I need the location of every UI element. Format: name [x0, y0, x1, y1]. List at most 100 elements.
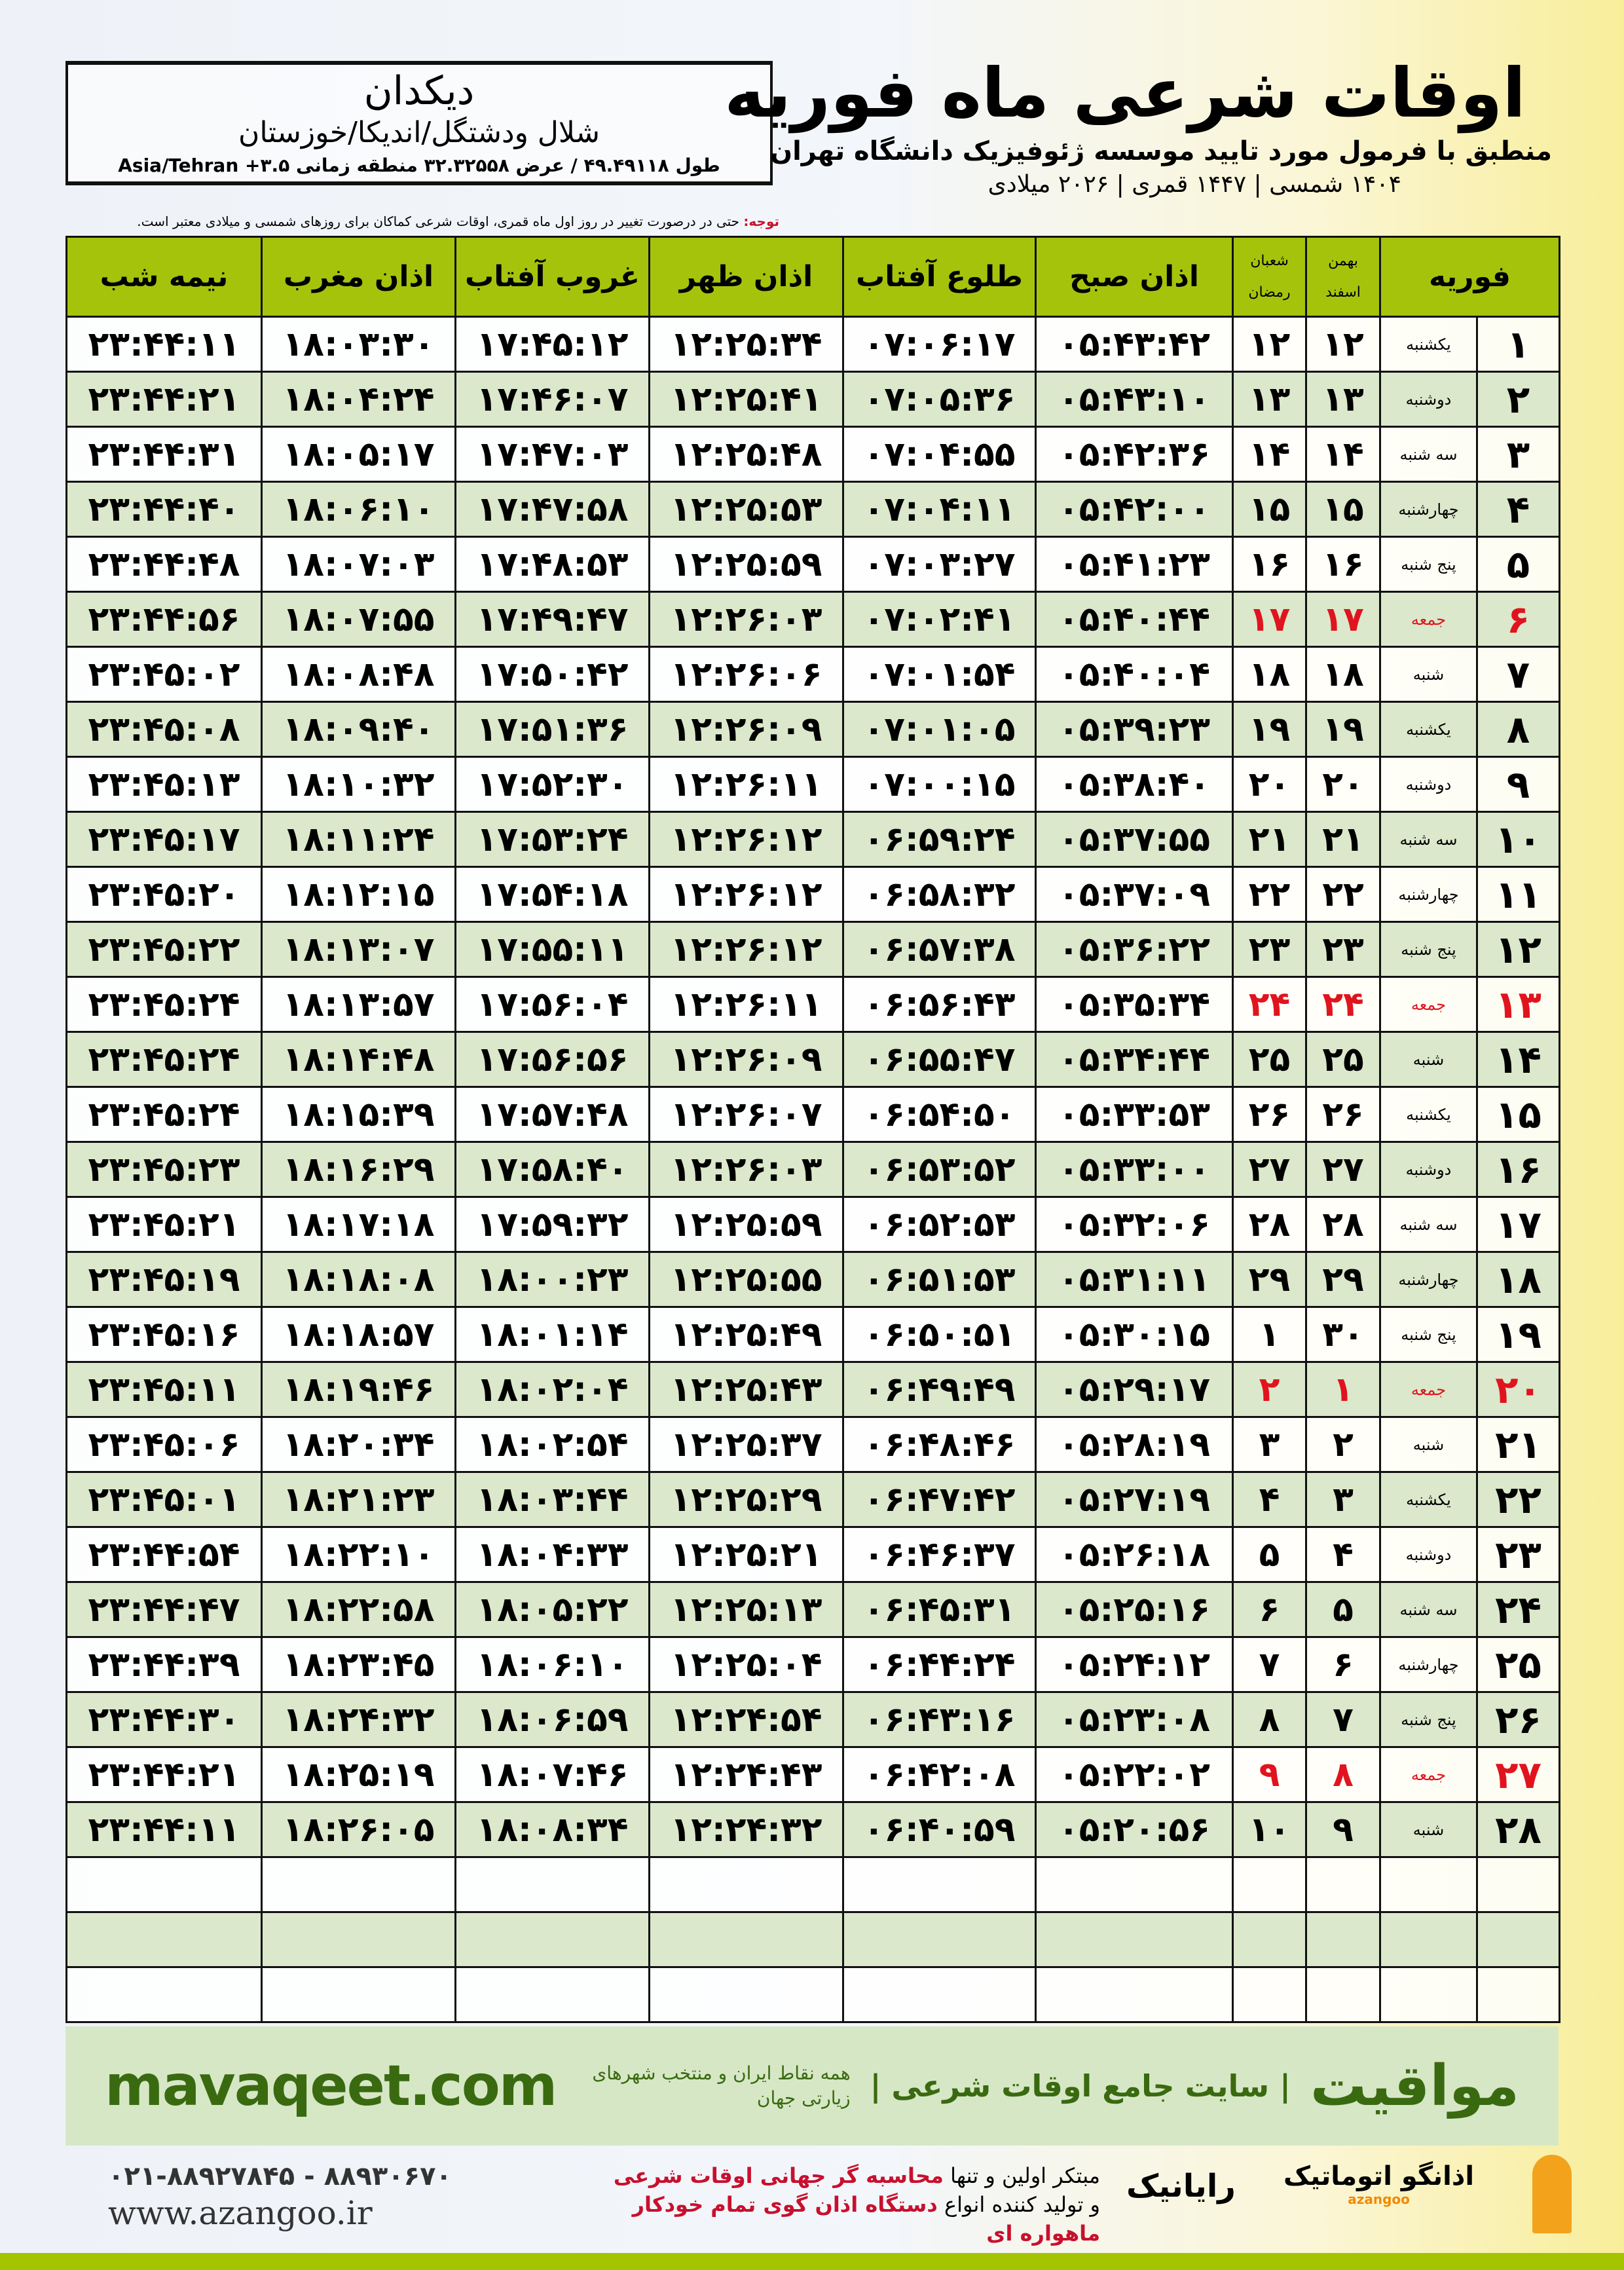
cell-midnight: ۲۳:۴۵:۰۸ — [65, 701, 263, 758]
cell-midnight: ۲۳:۴۵:۱۷ — [65, 811, 263, 868]
cell-day: ۲۸ — [1476, 1801, 1560, 1858]
cell-midnight: ۲۳:۴۴:۱۱ — [65, 1801, 263, 1858]
cell-weekday: دوشنبه — [1379, 1141, 1478, 1198]
cell-weekday: شنبه — [1379, 1416, 1478, 1473]
header-shaban: شعبان — [1250, 252, 1289, 269]
cell-dhuhr: ۱۲:۲۶:۱۲ — [648, 866, 844, 923]
note-label: توجه: — [743, 214, 779, 229]
cell-weekday: یکشنبه — [1379, 701, 1478, 758]
cell-day: ۲۲ — [1476, 1471, 1560, 1528]
cell-maghrib: ۱۸:۱۴:۴۸ — [261, 1031, 456, 1088]
cell-sunset: ۱۷:۴۷:۰۳ — [454, 426, 650, 483]
cell-sunrise: ۰۶:۵۸:۳۲ — [842, 866, 1037, 923]
cell-day — [1476, 1856, 1560, 1913]
table-row: ۱۳ جمعه ۲۴ ۲۴ ۰۵:۳۵:۳۴ ۰۶:۵۶:۴۳ ۱۲:۲۶:۱۱ ۱۷:۵۶:… — [65, 976, 1560, 1033]
cell-midnight: ۲۳:۴۵:۲۳ — [65, 1141, 263, 1198]
cell-midnight: ۲۳:۴۴:۳۰ — [65, 1691, 263, 1748]
cell-dhuhr: ۱۲:۲۵:۴۱ — [648, 371, 844, 428]
cell-maghrib: ۱۸:۲۲:۱۰ — [261, 1526, 456, 1583]
cell-weekday — [1379, 1966, 1478, 2023]
cell-maghrib: ۱۸:۰۸:۴۸ — [261, 646, 456, 703]
cell-maghrib: ۱۸:۱۸:۰۸ — [261, 1251, 456, 1308]
cell-lunar: ۶ — [1232, 1581, 1307, 1638]
cell-lunar: ۲۱ — [1232, 811, 1307, 868]
cell-weekday: شنبه — [1379, 1031, 1478, 1088]
ad-line2-highlight: دستگاه اذان گوی تمام خودکار ماهواره ای — [632, 2192, 1100, 2246]
azangoo-url[interactable]: www.azangoo.ir — [108, 2194, 373, 2232]
cell-dhuhr: ۱۲:۲۶:۰۳ — [648, 591, 844, 648]
cell-sunrise: ۰۷:۰۳:۲۷ — [842, 536, 1037, 593]
site-url[interactable]: mavaqeet.com — [105, 2053, 557, 2119]
cell-day: ۱۷ — [1476, 1196, 1560, 1253]
cell-sunset: ۱۸:۰۴:۳۳ — [454, 1526, 650, 1583]
cell-fajr — [1035, 1911, 1234, 1968]
empty-row — [65, 1911, 1560, 1968]
cell-sunset: ۱۷:۵۲:۳۰ — [454, 756, 650, 813]
cell-solar: ۱۹ — [1305, 701, 1381, 758]
cell-dhuhr: ۱۲:۲۶:۰۹ — [648, 1031, 844, 1088]
cell-fajr: ۰۵:۳۰:۱۵ — [1035, 1306, 1234, 1363]
cell-maghrib: ۱۸:۱۳:۰۷ — [261, 921, 456, 978]
table-row: ۱۶ دوشنبه ۲۷ ۲۷ ۰۵:۳۳:۰۰ ۰۶:۵۳:۵۲ ۱۲:۲۶:۰۳ ۱۷:۵… — [65, 1141, 1560, 1198]
cell-dhuhr: ۱۲:۲۵:۲۱ — [648, 1526, 844, 1583]
cell-sunrise: ۰۶:۴۲:۰۸ — [842, 1746, 1037, 1803]
cell-maghrib: ۱۸:۱۰:۳۲ — [261, 756, 456, 813]
cell-maghrib — [261, 1856, 456, 1913]
cell-sunrise: ۰۷:۰۵:۳۶ — [842, 371, 1037, 428]
cell-midnight — [65, 1856, 263, 1913]
cell-sunrise: ۰۶:۴۶:۳۷ — [842, 1526, 1037, 1583]
cell-sunrise: ۰۷:۰۶:۱۷ — [842, 316, 1037, 373]
cell-dhuhr: ۱۲:۲۴:۵۴ — [648, 1691, 844, 1748]
cell-solar — [1305, 1911, 1381, 1968]
cell-day: ۱۲ — [1476, 921, 1560, 978]
cell-sunset: ۱۸:۰۲:۵۴ — [454, 1416, 650, 1473]
table-row: ۵ پنج شنبه ۱۶ ۱۶ ۰۵:۴۱:۲۳ ۰۷:۰۳:۲۷ ۱۲:۲۵:۵۹ ۱۷:… — [65, 536, 1560, 593]
cell-fajr: ۰۵:۲۶:۱۸ — [1035, 1526, 1234, 1583]
cell-sunset: ۱۸:۰۶:۵۹ — [454, 1691, 650, 1748]
cell-midnight: ۲۳:۴۵:۲۴ — [65, 1031, 263, 1088]
cell-day: ۲۷ — [1476, 1746, 1560, 1803]
cell-sunrise: ۰۷:۰۱:۵۴ — [842, 646, 1037, 703]
footer-banner: مواقیت | سایت جامع اوقات شرعی | همه نقاط… — [65, 2026, 1559, 2146]
cell-sunrise: ۰۶:۵۷:۳۸ — [842, 921, 1037, 978]
cell-solar: ۵ — [1305, 1581, 1381, 1638]
cell-lunar — [1232, 1911, 1307, 1968]
cell-lunar: ۱۵ — [1232, 481, 1307, 538]
cell-midnight: ۲۳:۴۵:۰۶ — [65, 1416, 263, 1473]
cell-day: ۷ — [1476, 646, 1560, 703]
cell-solar: ۳ — [1305, 1471, 1381, 1528]
cell-dhuhr: ۱۲:۲۶:۱۲ — [648, 811, 844, 868]
cell-solar: ۶ — [1305, 1636, 1381, 1693]
cell-day: ۸ — [1476, 701, 1560, 758]
cell-sunset: ۱۷:۴۵:۱۲ — [454, 316, 650, 373]
cell-fajr — [1035, 1966, 1234, 2023]
cell-fajr: ۰۵:۳۳:۵۳ — [1035, 1086, 1234, 1143]
cell-day: ۲۵ — [1476, 1636, 1560, 1693]
header-midnight: نیمه شب — [65, 236, 263, 318]
cell-day — [1476, 1911, 1560, 1968]
cell-midnight: ۲۳:۴۴:۵۶ — [65, 591, 263, 648]
note-text: حتی در درصورت تغییر در روز اول ماه قمری،… — [137, 214, 744, 229]
cell-dhuhr: ۱۲:۲۶:۱۱ — [648, 756, 844, 813]
cell-weekday: دوشنبه — [1379, 371, 1478, 428]
city-name: دیکدان — [363, 68, 475, 114]
header-lunar: شعبان رمضان — [1232, 236, 1307, 318]
cell-lunar: ۱۲ — [1232, 316, 1307, 373]
cell-maghrib: ۱۸:۰۷:۵۵ — [261, 591, 456, 648]
cell-day: ۱۹ — [1476, 1306, 1560, 1363]
cell-weekday: پنج شنبه — [1379, 1306, 1478, 1363]
cell-weekday: جمعه — [1379, 591, 1478, 648]
table-row: ۱۵ یکشنبه ۲۶ ۲۶ ۰۵:۳۳:۵۳ ۰۶:۵۴:۵۰ ۱۲:۲۶:۰۷ ۱۷:۵… — [65, 1086, 1560, 1143]
cell-fajr: ۰۵:۳۶:۲۲ — [1035, 921, 1234, 978]
cell-weekday: سه شنبه — [1379, 1581, 1478, 1638]
cell-midnight — [65, 1966, 263, 2023]
cell-day: ۲۳ — [1476, 1526, 1560, 1583]
cell-midnight: ۲۳:۴۴:۳۱ — [65, 426, 263, 483]
table-row: ۱۷ سه شنبه ۲۸ ۲۸ ۰۵:۳۲:۰۶ ۰۶:۵۲:۵۳ ۱۲:۲۵:۵۹ ۱۷:… — [65, 1196, 1560, 1253]
cell-lunar: ۳ — [1232, 1416, 1307, 1473]
header-dhuhr: اذان ظهر — [648, 236, 844, 318]
cell-lunar: ۲۲ — [1232, 866, 1307, 923]
cell-maghrib: ۱۸:۲۶:۰۵ — [261, 1801, 456, 1858]
header-ramadan: رمضان — [1248, 284, 1291, 301]
cell-lunar: ۲۳ — [1232, 921, 1307, 978]
